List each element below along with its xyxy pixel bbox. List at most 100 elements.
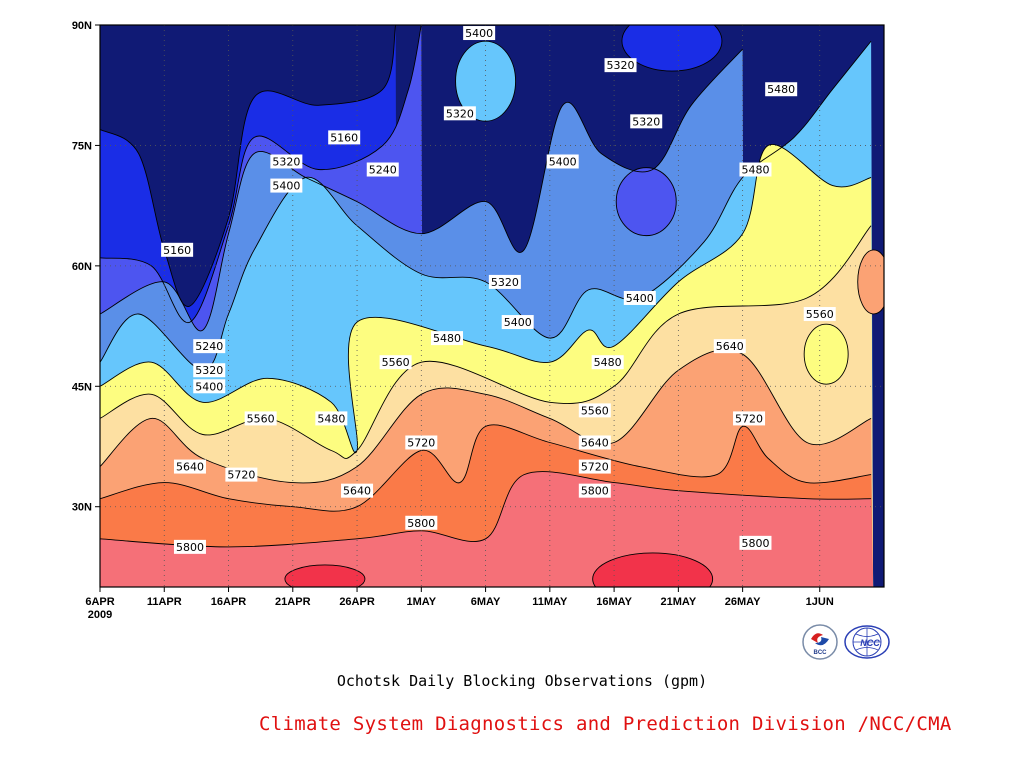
contour-label: 5720 [405, 435, 438, 450]
contour-label-text: 5640 [176, 461, 204, 474]
contour-label: 5560 [244, 411, 277, 426]
y-tick-label: 90N [72, 20, 92, 32]
grid-lines [100, 25, 884, 587]
contour-label: 5800 [739, 535, 772, 550]
contour-line-5160 [100, 25, 397, 307]
contour-label: 5640 [713, 339, 746, 354]
contour-label-text: 5800 [581, 485, 609, 498]
contour-label-text: 5640 [581, 436, 609, 449]
contour-label-text: 5320 [607, 59, 635, 72]
contour-label: 5480 [315, 411, 348, 426]
contour-label-text: 5400 [272, 180, 300, 193]
contour-label: 5560 [578, 403, 611, 418]
contour-label: 5160 [161, 242, 194, 257]
ncc-logo: NCC [843, 623, 891, 661]
contour-label: 5320 [488, 274, 521, 289]
contour-label-text: 5720 [407, 436, 435, 449]
contour-fills [100, 25, 884, 587]
contour-label: 5720 [225, 467, 258, 482]
contour-label: 5640 [578, 435, 611, 450]
contour-label: 5560 [379, 355, 412, 370]
x-tick-label: 21APR [275, 596, 311, 608]
contour-label: 5320 [604, 58, 637, 72]
contour-label: 5480 [591, 355, 624, 370]
contour-label: 5720 [578, 459, 611, 474]
y-axis-ticks: 30N 45N 60N 75N 90N [72, 20, 100, 514]
bcc-logo: BCC [801, 623, 839, 661]
contour-label-text: 5320 [272, 155, 300, 168]
x-axis-ticks: 6APR 11APR 16APR 21APR 26APR 1MAY 6MAY 11MAY 16M… [85, 587, 834, 621]
plot-frame [99, 24, 885, 588]
contour-label-text: 5400 [195, 380, 223, 393]
contour-label-text: 5320 [491, 276, 519, 289]
contour-label: 5400 [623, 290, 656, 305]
contour-label-text: 5160 [163, 244, 191, 257]
fill-blob-5880-south [592, 552, 714, 587]
bcc-logo-text: BCC [814, 650, 828, 656]
contour-label: 5720 [733, 411, 766, 426]
contour-lines [100, 25, 872, 548]
contour-label-text: 5160 [330, 131, 358, 144]
contour-label: 5160 [328, 130, 361, 145]
fill-blob-5720-east [857, 249, 884, 315]
contour-line-5800 [100, 471, 872, 548]
contour-line-5720 [100, 424, 872, 512]
contour-label-text: 5480 [767, 83, 795, 96]
contour-label-text: 5800 [741, 537, 769, 550]
contour-label-text: 5320 [195, 364, 223, 377]
contour-line-5480 [100, 143, 872, 454]
contour-label: 5560 [803, 307, 836, 322]
chart-title: Ochotsk Daily Blocking Observations (gpm… [336, 672, 708, 690]
y-tick-label: 30N [72, 502, 92, 514]
contour-label: 5480 [431, 331, 464, 346]
contour-label: 5400 [501, 315, 534, 330]
ncc-logo-text: NCC [860, 638, 880, 648]
fill-blob-5480-north [455, 40, 517, 122]
contour-label: 5320 [270, 154, 303, 169]
contour-line-5640 [100, 349, 872, 484]
contour-label-text: 5480 [433, 332, 461, 345]
x-year-label: 2009 [88, 609, 112, 621]
x-tick-label: 6MAY [471, 596, 501, 608]
x-tick-label: 1JUN [806, 596, 834, 608]
x-tick-label: 16MAY [596, 596, 632, 608]
contour-label: 5640 [173, 459, 206, 474]
contour-line-5240 [100, 25, 422, 323]
contour-label: 5320 [443, 106, 476, 121]
contour-label-text: 5560 [382, 356, 410, 369]
fill-blob-5240-north [621, 25, 723, 72]
contour-label: 5240 [366, 162, 399, 177]
contour-label: 5400 [546, 154, 579, 169]
contour-label: 5320 [630, 114, 663, 129]
contour-label-text: 5240 [195, 340, 223, 353]
contour-label: 5320 [193, 363, 226, 378]
contour-line-5560 [100, 225, 872, 459]
contour-label-text: 5400 [549, 155, 577, 168]
contour-label: 5240 [193, 339, 226, 354]
credit-line: Climate System Diagnostics and Predictio… [259, 713, 952, 735]
x-tick-label: 21MAY [661, 596, 697, 608]
contour-label-text: 5400 [504, 316, 532, 329]
x-tick-label: 11APR [147, 596, 182, 608]
x-tick-label: 26APR [339, 596, 375, 608]
contour-label-text: 5640 [716, 340, 744, 353]
x-tick-label: 11MAY [532, 596, 568, 608]
fill-blob-5320 [615, 167, 677, 237]
contour-label-text: 5640 [343, 485, 371, 498]
contour-label: 5480 [739, 162, 772, 177]
contour-label: 5800 [405, 515, 438, 530]
y-tick-label: 45N [72, 381, 92, 393]
fill-blob-5880-sw [284, 564, 366, 587]
contour-line-5320 [100, 48, 743, 332]
contour-label-text: 5720 [735, 412, 763, 425]
contour-label: 5640 [341, 483, 374, 498]
contour-label: 5800 [173, 539, 206, 554]
contour-label-text: 5480 [317, 412, 345, 425]
x-tick-label: 6APR [85, 596, 114, 608]
contour-label-text: 5560 [247, 412, 275, 425]
contour-label-text: 5720 [581, 461, 609, 474]
contour-label-text: 5320 [446, 107, 474, 120]
y-tick-label: 60N [72, 261, 92, 273]
contour-label-text: 5480 [594, 356, 622, 369]
